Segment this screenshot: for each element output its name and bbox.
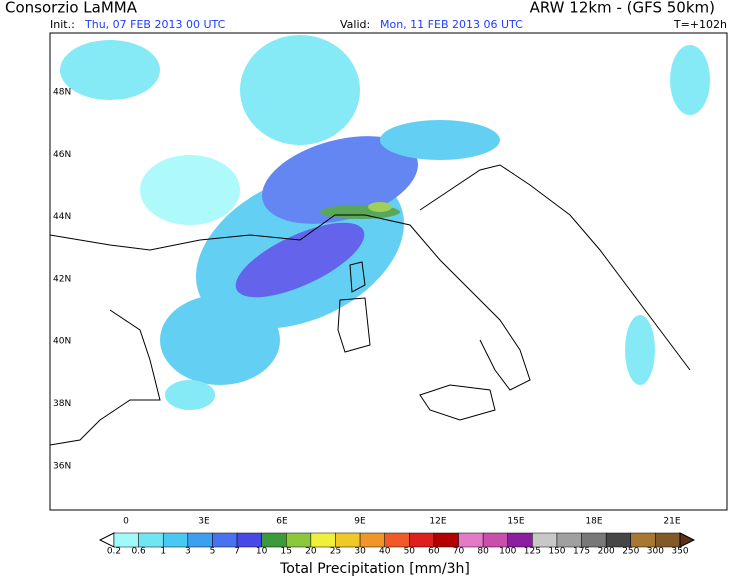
colorbar-level: 100 [499, 547, 516, 557]
latitude-label: 38N [53, 399, 71, 409]
colorbar-level: 70 [453, 547, 465, 557]
latitude-label: 46N [53, 150, 71, 160]
colorbar-level: 7 [234, 547, 240, 557]
latitude-label: 44N [53, 212, 71, 222]
latitude-label: 40N [53, 337, 71, 347]
colorbar-over [679, 532, 696, 548]
rain-area [368, 202, 392, 212]
colorbar-title: Total Precipitation [mm/3h] [279, 561, 470, 577]
colorbar-level: 3 [185, 547, 191, 557]
colorbar-box [310, 532, 336, 548]
longitude-label: 6E [276, 517, 288, 527]
colorbar-box [113, 532, 139, 548]
coastline [49, 309, 161, 446]
rain-area [140, 155, 240, 225]
model-source: Consorzio LaMMA [5, 0, 138, 17]
colorbar-box [433, 532, 459, 548]
colorbar-box [482, 532, 508, 548]
colorbar-box [384, 532, 410, 548]
colorbar-level: 80 [477, 547, 489, 557]
init-label: Init.: [50, 18, 75, 31]
valid-time: Mon, 11 FEB 2013 06 UTC [380, 18, 523, 31]
longitude-label: 21E [663, 517, 680, 527]
colorbar-under [98, 532, 115, 548]
colorbar-level: 15 [281, 547, 292, 557]
colorbar-box [630, 532, 656, 548]
latitude-label: 36N [53, 461, 71, 471]
latitude-label: 48N [53, 88, 71, 98]
colorbar-box [532, 532, 558, 548]
island-coast [337, 261, 371, 353]
longitude-label: 15E [507, 517, 524, 527]
rain-area [625, 315, 655, 385]
map [49, 32, 728, 511]
longitude-label: 9E [354, 517, 366, 527]
longitude-label: 0 [123, 517, 129, 527]
map-frame [49, 32, 728, 511]
colorbar-box [581, 532, 607, 548]
colorbar-box [359, 532, 385, 548]
colorbar-box [162, 532, 189, 548]
longitude-label: 3E [198, 517, 210, 527]
latitude-label: 42N [53, 274, 71, 284]
colorbar-box [138, 532, 164, 548]
colorbar-level: 350 [671, 547, 688, 557]
colorbar-level: 60 [428, 547, 440, 557]
colorbar-box [212, 532, 238, 548]
model-name: ARW 12km - (GFS 50km) [530, 0, 715, 17]
colorbar-level: 300 [647, 547, 664, 557]
rain-area [240, 35, 360, 145]
island-coast [419, 384, 496, 421]
colorbar-level: 20 [305, 547, 317, 557]
coastline [419, 164, 691, 371]
colorbar-box [261, 532, 287, 548]
colorbar-box [187, 532, 213, 548]
colorbar-level: 10 [256, 547, 268, 557]
lead-time: T=+102h [673, 18, 727, 31]
colorbar-level: 25 [330, 547, 341, 557]
rain-area [380, 120, 500, 160]
colorbar-level: 0.6 [131, 547, 146, 557]
colorbar-box [409, 532, 435, 548]
colorbar-level: 40 [379, 547, 391, 557]
colorbar-box [655, 532, 681, 548]
colorbar-level: 250 [622, 547, 639, 557]
colorbar-box [507, 532, 533, 548]
colorbar-box [556, 532, 582, 548]
colorbar-box [458, 532, 484, 548]
colorbar-level: 125 [524, 547, 541, 557]
rain-area [60, 40, 160, 100]
colorbar-level: 50 [404, 547, 416, 557]
colorbar-box [335, 532, 361, 548]
longitude-label: 18E [585, 517, 602, 527]
coastline [49, 214, 531, 391]
colorbar-box [286, 532, 312, 548]
longitude-label: 12E [429, 517, 446, 527]
rain-area [235, 222, 365, 298]
colorbar-level: 5 [210, 547, 216, 557]
rain-area [262, 136, 418, 224]
rain-area [670, 45, 710, 115]
rain-area [165, 380, 215, 410]
rain-area [160, 295, 280, 385]
colorbar-level: 0.2 [107, 547, 121, 557]
colorbar-level: 150 [548, 547, 565, 557]
valid-label: Valid: [340, 18, 370, 31]
colorbar-level: 1 [160, 547, 166, 557]
colorbar-box [605, 532, 632, 548]
init-time: Thu, 07 FEB 2013 00 UTC [84, 18, 226, 31]
coastlines [49, 164, 691, 446]
colorbar-level: 30 [354, 547, 366, 557]
colorbar-box [236, 532, 262, 548]
colorbar-level: 175 [573, 547, 590, 557]
colorbar-level: 200 [598, 547, 615, 557]
